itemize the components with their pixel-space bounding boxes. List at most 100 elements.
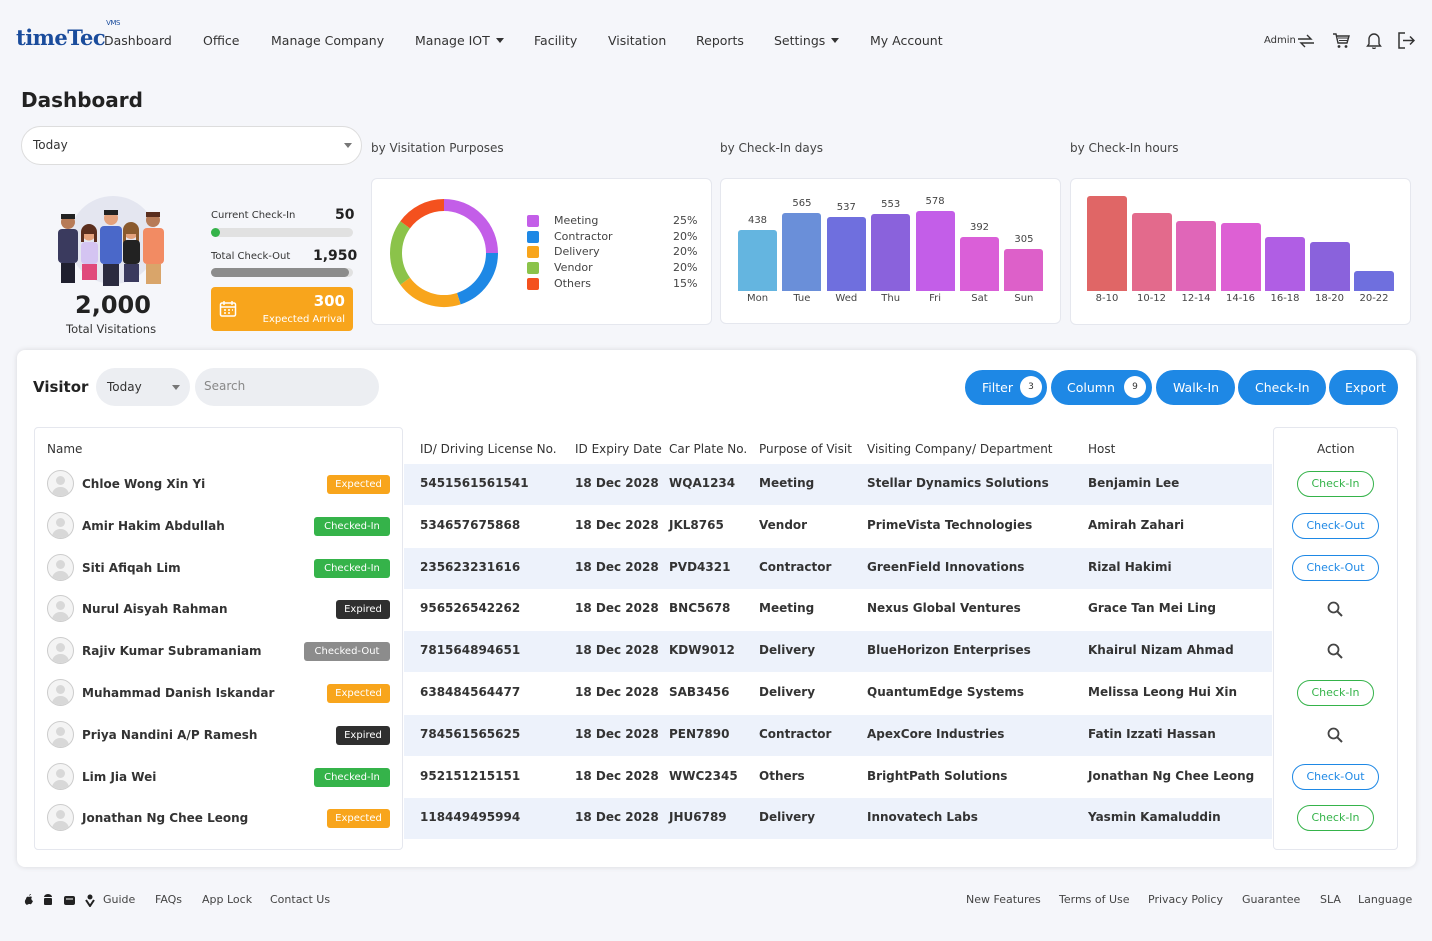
bar-label-Fri: Fri [929, 293, 942, 304]
legend-name-vendor: Vendor [554, 261, 593, 275]
bar-value-Wed: 537 [836, 201, 856, 213]
checkout-row-button[interactable]: Check-Out [1292, 763, 1379, 790]
footer-privacy[interactable]: Privacy Policy [1148, 893, 1223, 906]
footer-language[interactable]: Language [1358, 893, 1413, 906]
visitor-name[interactable]: Priya Nandini A/P Ramesh [82, 727, 258, 742]
current-checkin-bar-fill [211, 228, 220, 237]
legend-swatch-delivery [527, 246, 539, 259]
column-label: Column [1067, 380, 1115, 395]
calendar-icon [219, 301, 237, 317]
visitor-name[interactable]: Chloe Wong Xin Yi [82, 477, 206, 491]
donut-slice-contractor [456, 252, 498, 305]
period-select[interactable]: Today [21, 126, 362, 165]
footer-contact-us[interactable]: Contact Us [270, 893, 331, 906]
cell-id: 5451561561541 [420, 476, 529, 490]
filter-label: Filter [982, 380, 1013, 395]
header-plate[interactable]: Car Plate No. [669, 442, 748, 456]
checkout-row-button[interactable]: Check-Out [1292, 512, 1379, 539]
footer-guide[interactable]: Guide [103, 893, 136, 906]
cell-purpose: Meeting [759, 601, 815, 616]
footer-new-features[interactable]: New Features [966, 893, 1041, 906]
visitor-name[interactable]: Siti Afiqah Lim [82, 560, 181, 575]
search-icon[interactable] [1327, 643, 1343, 659]
cell-id: 534657675868 [420, 517, 521, 532]
search-input[interactable]: Search [195, 368, 379, 406]
visitor-name[interactable]: Amir Hakim Abdullah [82, 518, 225, 533]
total-checkout-bar-fill [211, 268, 350, 277]
checkout-row-button[interactable]: Check-Out [1292, 554, 1379, 581]
bar-label-Sat: Sat [971, 293, 988, 304]
checkin-row-button[interactable]: Check-In [1297, 805, 1374, 832]
header-host[interactable]: Host [1088, 442, 1116, 456]
top-nav: timeTecVMS Dashboard Office Manage Compa… [0, 0, 1432, 80]
visitor-name[interactable]: Rajiv Kumar Subramaniam [82, 644, 262, 659]
nav-visitation[interactable]: Visitation [608, 33, 667, 48]
donut-slice-others [400, 199, 445, 229]
footer-faqs[interactable]: FAQs [155, 893, 183, 906]
visitor-period-select[interactable]: Today [96, 368, 190, 406]
bell-icon[interactable] [1366, 31, 1382, 49]
cell-expiry: 18 Dec 2028 [575, 559, 659, 574]
nav-dashboard[interactable]: Dashboard [104, 33, 172, 48]
bar-14-16 [1220, 222, 1261, 291]
search-icon[interactable] [1327, 727, 1343, 743]
nav-facility[interactable]: Facility [534, 33, 578, 48]
android-icon [44, 898, 52, 905]
footer-terms[interactable]: Terms of Use [1059, 893, 1130, 906]
cell-company: BlueHorizon Enterprises [867, 643, 1031, 658]
header-id[interactable]: ID/ Driving License No. [420, 442, 557, 456]
legend-swatch-vendor [527, 262, 539, 275]
cell-purpose: Contractor [759, 559, 832, 574]
avatar [47, 679, 74, 706]
visitor-name[interactable]: Jonathan Ng Chee Leong [82, 811, 249, 826]
bar-label-Mon: Mon [746, 293, 769, 304]
avatar [47, 720, 74, 748]
nav-office[interactable]: Office [203, 33, 240, 48]
checkin-button[interactable]: Check-In [1238, 370, 1326, 405]
table-row-bg [404, 464, 1272, 505]
bar-value-Sun: 305 [1014, 233, 1034, 245]
nav-my-account[interactable]: My Account [870, 33, 943, 48]
nav-manage-company[interactable]: Manage Company [271, 33, 385, 48]
footer-app-lock[interactable]: App Lock [202, 893, 253, 906]
admin-user-label[interactable]: Admin [1264, 35, 1296, 46]
filter-button[interactable]: Filter 3 [965, 370, 1047, 405]
header-purpose[interactable]: Purpose of Visit [759, 442, 852, 456]
footer-guarantee[interactable]: Guarantee [1242, 893, 1301, 906]
cell-id: 956526542262 [420, 601, 521, 616]
avatar [47, 762, 74, 790]
footer-sla[interactable]: SLA [1320, 893, 1341, 906]
cell-plate: PEN7890 [669, 726, 730, 741]
cell-purpose: Contractor [759, 726, 832, 741]
expected-arrival-label: Expected Arrival [262, 314, 345, 325]
column-button[interactable]: Column 9 [1051, 370, 1152, 405]
chevron-down-icon [344, 143, 352, 148]
nav-manage-iot[interactable]: Manage IOT [415, 33, 504, 48]
visitor-name[interactable]: Lim Jia Wei [82, 769, 157, 784]
nav-settings[interactable]: Settings [774, 33, 840, 48]
switch-user-icon[interactable] [1297, 33, 1315, 49]
expected-arrival-card[interactable]: 300 Expected Arrival [211, 287, 353, 331]
header-expiry[interactable]: ID Expiry Date [575, 442, 662, 456]
checkin-row-button[interactable]: Check-In [1297, 680, 1374, 706]
checkin-row-button[interactable]: Check-In [1297, 471, 1374, 497]
walkin-button[interactable]: Walk-In [1156, 370, 1235, 405]
export-button[interactable]: Export [1329, 370, 1398, 405]
search-icon[interactable] [1327, 601, 1343, 618]
legend-pct-vendor: 20% [673, 261, 698, 275]
header-company[interactable]: Visiting Company/ Department [867, 442, 1053, 456]
status-badge: Expected [327, 475, 390, 494]
cell-expiry: 18 Dec 2028 [575, 601, 659, 616]
app-logo[interactable]: timeTecVMS [16, 19, 120, 50]
visitor-name[interactable]: Nurul Aisyah Rahman [82, 602, 228, 617]
current-checkin-value: 50 [335, 207, 355, 223]
logout-icon[interactable] [1397, 32, 1415, 49]
cart-icon[interactable] [1332, 32, 1350, 49]
nav-reports[interactable]: Reports [696, 33, 744, 48]
bar-label-20-22: 20-22 [1359, 293, 1389, 304]
visitor-name[interactable]: Muhammad Danish Iskandar [82, 686, 275, 700]
header-name[interactable]: Name [47, 442, 83, 456]
bar-18-20 [1309, 241, 1350, 291]
legend-swatch-others [527, 277, 539, 290]
bar-label-Tue: Tue [793, 293, 811, 304]
